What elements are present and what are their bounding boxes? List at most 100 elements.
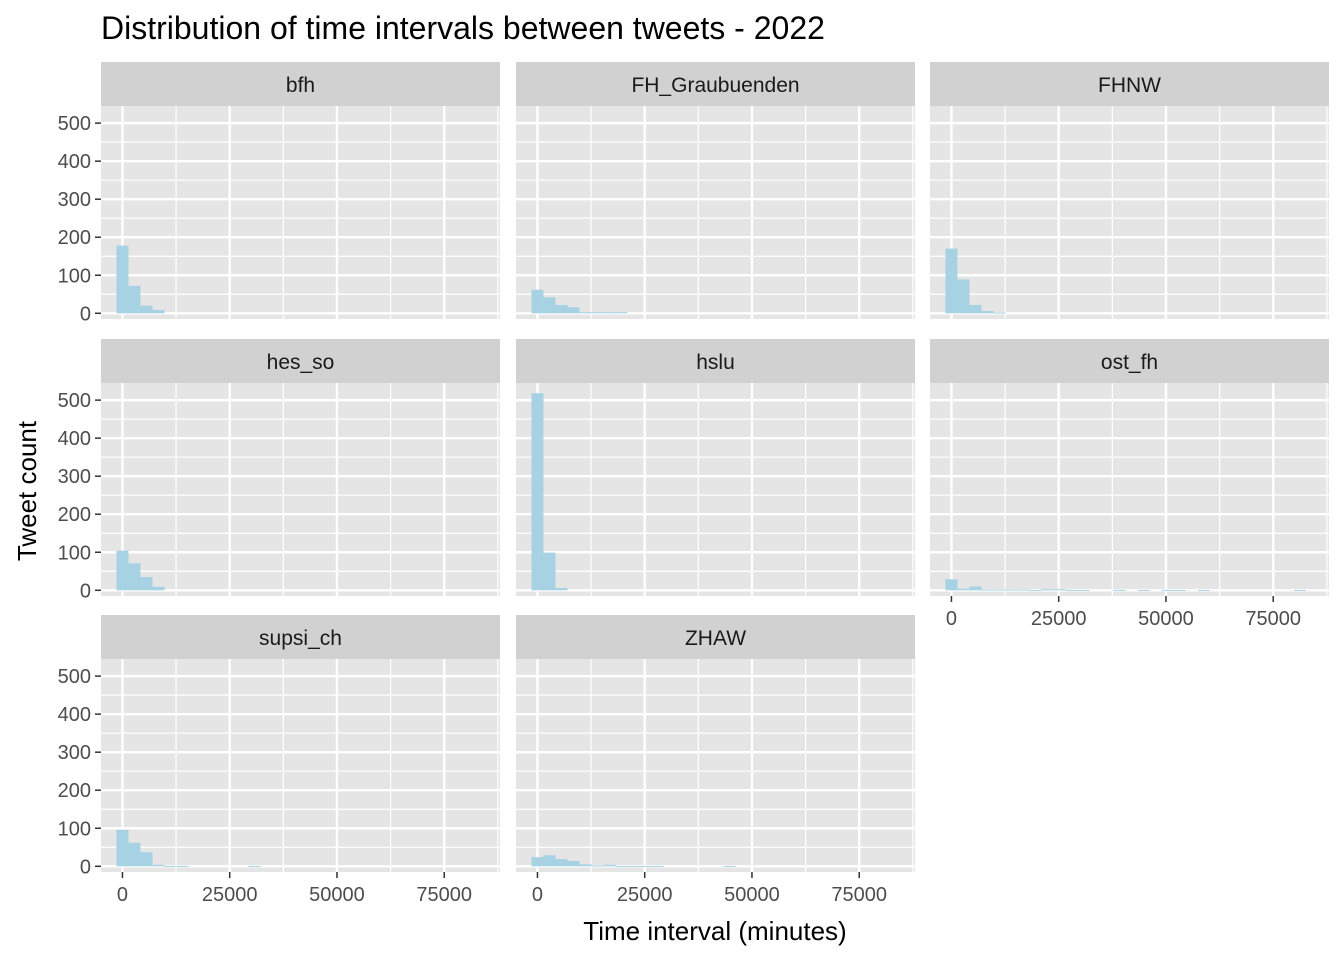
x-axis-title: Time interval (minutes) [583,916,846,946]
histogram-bar [140,852,153,867]
histogram-bar [603,864,616,867]
facet-strip-label: hes_so [267,351,335,374]
histogram-bar [152,309,165,314]
x-tick-label: 50000 [724,884,780,906]
y-tick-label: 400 [58,428,91,450]
x-tick-label: 0 [532,884,543,906]
histogram-bar [981,589,994,591]
histogram-bar [128,285,141,314]
histogram-bar [1005,589,1018,591]
histogram-bar [128,563,141,591]
panel-background [516,383,915,596]
facet-strip [930,339,1329,383]
histogram-bar [1137,589,1150,591]
histogram-bar [1017,589,1030,591]
histogram-bar [128,842,141,867]
histogram-bar [1029,589,1042,591]
histogram-bar [1161,589,1174,591]
y-tick-label: 100 [58,818,91,840]
histogram-bar [152,586,165,591]
histogram-bar [140,576,153,591]
facet-strip-label: FH_Graubuenden [631,74,799,97]
x-tick-label: 0 [946,608,957,630]
histogram-bar [164,865,177,867]
histogram-bar [1053,589,1066,591]
histogram-bar [969,586,982,591]
facet-panels: bfh 0 100 200 300 400 500 FH_Graubuenden FHNW hes… [58,62,1329,906]
facet-strip [516,615,915,659]
histogram-bar [1293,589,1306,591]
histogram-bar [579,864,592,867]
y-tick-label: 500 [58,113,91,135]
facet-strip [516,62,915,106]
x-tick-label: 25000 [1031,608,1087,630]
facet-panel: FHNW [930,62,1329,319]
facet-panel: ZHAW 0 25000 50000 75000 [516,615,915,906]
y-tick-label: 0 [80,580,91,602]
panel-background [516,659,915,872]
histogram-bar [591,312,604,314]
histogram-bar [531,393,544,591]
panel-background [101,383,500,596]
histogram-bar [945,579,958,591]
y-tick-label: 200 [58,504,91,526]
x-tick-label: 25000 [202,884,258,906]
y-tick-label: 0 [80,856,91,878]
histogram-bar [969,304,982,314]
histogram-bar [591,865,604,867]
histogram-bar [651,865,664,867]
facet-strip-label: FHNW [1098,74,1161,97]
facet-panel: bfh 0 100 200 300 400 500 [58,62,500,325]
y-tick-label: 0 [80,303,91,325]
histogram-bar [176,865,189,867]
histogram-bar [1173,589,1186,591]
histogram-bar [993,312,1006,314]
histogram-bar [1113,589,1126,591]
histogram-bar [993,589,1006,591]
facet-strip-label: hslu [696,351,735,374]
histogram-bar [555,304,568,314]
histogram-bar [945,248,958,314]
x-tick-label: 25000 [617,884,673,906]
x-tick-label: 75000 [416,884,472,906]
histogram-bar [543,552,556,591]
facet-panel: FH_Graubuenden [516,62,915,319]
panel-background [516,106,915,319]
histogram-bar [957,279,970,314]
facet-panel: supsi_ch 0 100 200 300 400 500 0 25000 50000 75000 [58,615,500,906]
histogram-bar [957,588,970,591]
histogram-bar [116,829,129,867]
y-axis-title: Tweet count [12,420,42,561]
histogram-bar [567,860,580,867]
x-tick-label: 50000 [309,884,365,906]
y-tick-label: 400 [58,151,91,173]
y-tick-label: 100 [58,265,91,287]
facet-strip-label: ZHAW [685,627,746,650]
histogram-bar [555,588,568,591]
histogram-bar [639,865,652,867]
histogram-bar [723,865,736,867]
histogram-bar [116,245,129,314]
facet-strip [101,339,500,383]
facet-strip [930,62,1329,106]
x-tick-label: 0 [117,884,128,906]
histogram-bar [603,312,616,314]
histogram-bar [627,865,640,867]
histogram-bar [116,550,129,591]
y-tick-label: 500 [58,666,91,688]
histogram-bar [555,859,568,867]
facet-strip-label: ost_fh [1101,351,1158,374]
y-tick-label: 200 [58,227,91,249]
facet-panel: ost_fh 0 25000 50000 75000 [930,339,1329,630]
chart-title: Distribution of time intervals between t… [101,10,825,46]
histogram-bar [531,857,544,867]
y-tick-label: 500 [58,390,91,412]
histogram-bar [543,297,556,314]
histogram-bar [1077,589,1090,591]
facet-strip-label: supsi_ch [259,627,342,650]
histogram-bar [531,289,544,314]
x-tick-label: 50000 [1138,608,1194,630]
panel-background [930,106,1329,319]
histogram-bar [567,307,580,314]
